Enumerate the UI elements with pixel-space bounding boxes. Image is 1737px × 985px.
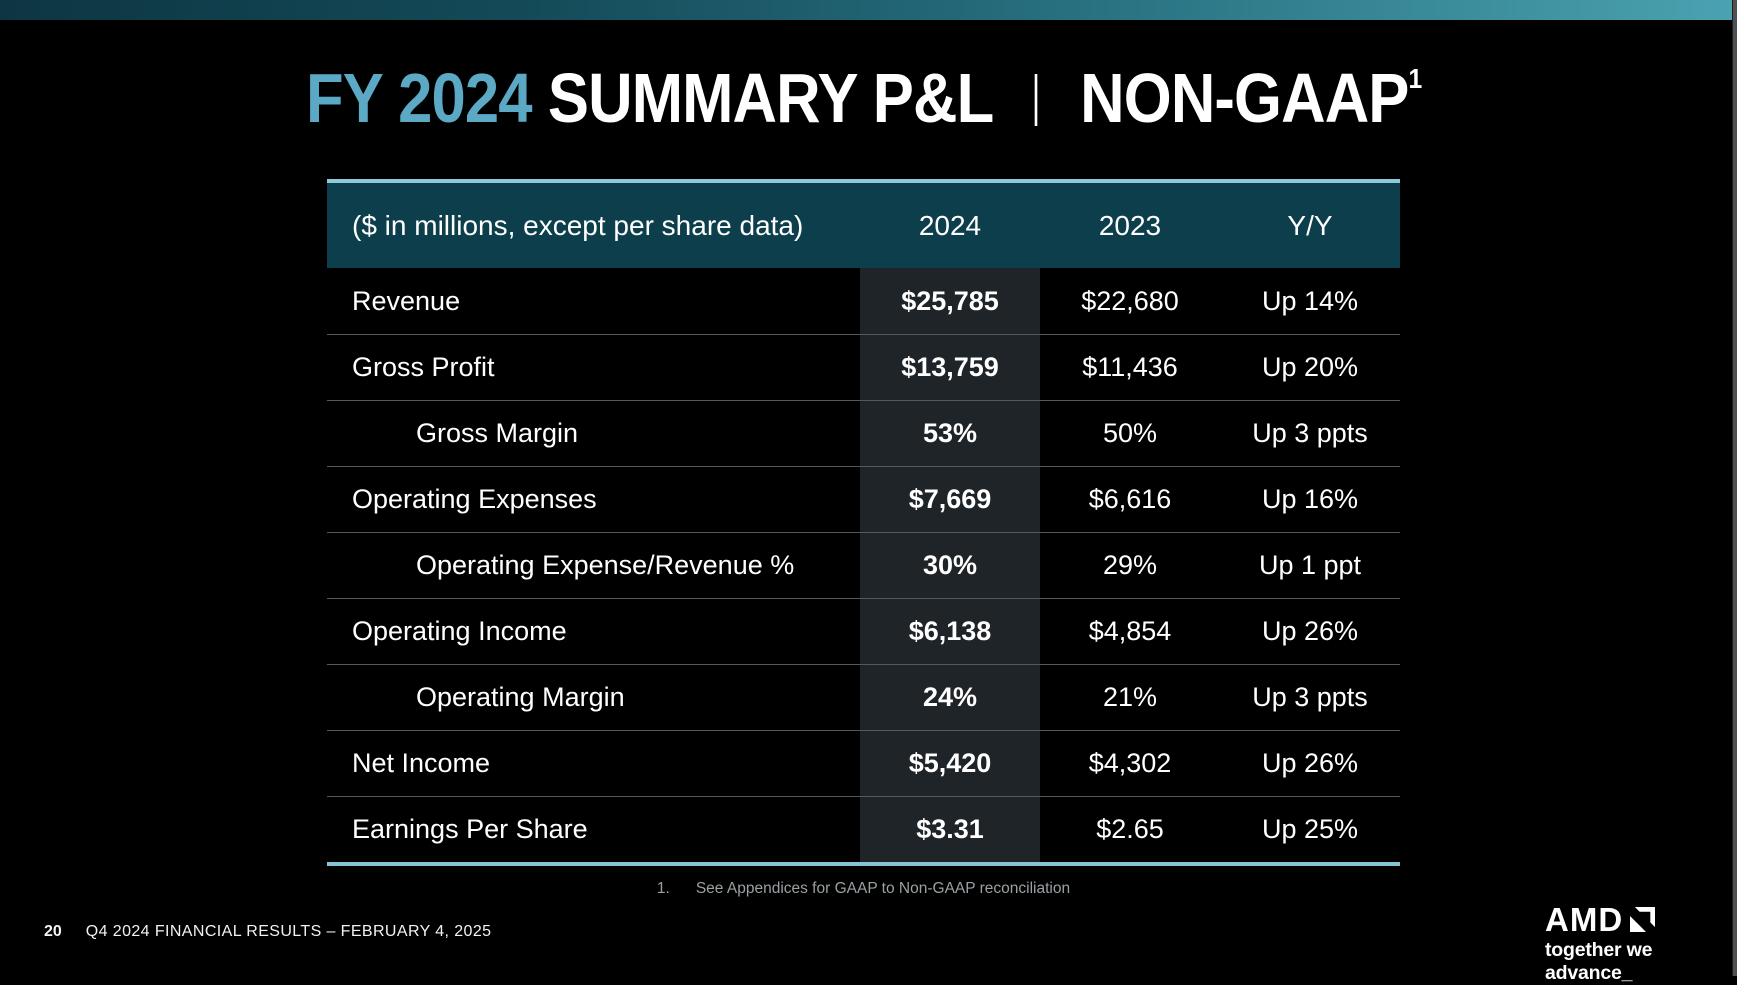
table-header-units-label: ($ in millions, except per share data) xyxy=(352,209,804,241)
table-row-operating-expenses: Operating Expenses $7,669 $6,616 Up 16% xyxy=(327,466,1400,532)
title-suffix-text: NON-GAAP xyxy=(1079,59,1409,137)
amd-arrow-icon xyxy=(1630,907,1656,932)
table-header-col-yy: Y/Y xyxy=(1287,209,1333,241)
footer-text: Q4 2024 FINANCIAL RESULTS – FEBRUARY 4, … xyxy=(85,923,492,940)
title-divider xyxy=(1034,74,1038,126)
slide-title: FY 2024 SUMMARY P&L NON-GAAP1 xyxy=(306,52,1422,144)
table-row-revenue: Revenue $25,785 $22,680 Up 14% xyxy=(327,268,1400,334)
table-row-operating-income: Operating Income $6,138 $4,854 Up 26% xyxy=(327,598,1400,664)
amd-logo: AMD together we advance_ xyxy=(1545,903,1737,985)
table-row-earnings-per-share: Earnings Per Share $3.31 $2.65 Up 25% xyxy=(327,796,1400,862)
footnote: 1. See Appendices for GAAP to Non-GAAP r… xyxy=(327,880,1400,898)
table-header-col-2023: 2023 xyxy=(1098,209,1162,241)
title-main-text: SUMMARY P&L xyxy=(547,59,993,137)
slide-footer: 20 Q4 2024 FINANCIAL RESULTS – FEBRUARY … xyxy=(44,923,491,941)
table-header-col-2024: 2024 xyxy=(918,209,982,241)
table-header-row: ($ in millions, except per share data) 2… xyxy=(327,183,1400,268)
right-edge-strip xyxy=(1732,0,1737,976)
table-row-operating-margin: Operating Margin 24% 21% Up 3 ppts xyxy=(327,664,1400,730)
top-gradient-bar xyxy=(0,0,1737,20)
title-footnote-marker: 1 xyxy=(1408,63,1422,94)
table-row-gross-profit: Gross Profit $13,759 $11,436 Up 20% xyxy=(327,334,1400,400)
pl-summary-table: ($ in millions, except per share data) 2… xyxy=(327,179,1400,866)
amd-tagline: together we advance_ xyxy=(1545,939,1653,984)
table-row-gross-margin: Gross Margin 53% 50% Up 3 ppts xyxy=(327,400,1400,466)
table-row-opex-revenue-pct: Operating Expense/Revenue % 30% 29% Up 1… xyxy=(327,532,1400,598)
title-fy-2024: FY 2024 xyxy=(305,59,532,137)
page-number: 20 xyxy=(44,923,62,940)
table-row-net-income: Net Income $5,420 $4,302 Up 26% xyxy=(327,730,1400,796)
footnote-text: See Appendices for GAAP to Non-GAAP reco… xyxy=(695,880,1071,897)
footnote-number: 1. xyxy=(656,880,670,897)
amd-wordmark: AMD xyxy=(1545,901,1624,938)
